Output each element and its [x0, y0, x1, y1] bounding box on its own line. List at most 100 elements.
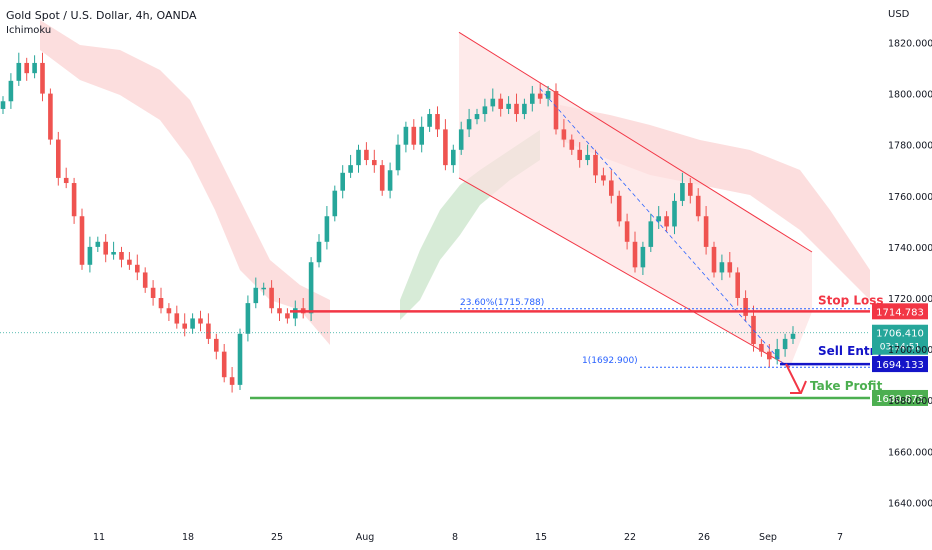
candle [609, 170, 614, 204]
candle-body [767, 351, 772, 360]
candle-body [245, 303, 251, 334]
candle [16, 52, 22, 86]
candle-body [150, 287, 156, 298]
candle [56, 131, 61, 186]
candle-body [158, 298, 164, 309]
candle-body [490, 98, 496, 107]
x-tick-label: 18 [182, 532, 194, 543]
candle [214, 333, 219, 360]
candle-body [609, 180, 614, 196]
candle [356, 144, 361, 173]
candle-body [482, 106, 488, 115]
candle [332, 185, 338, 222]
candle [237, 328, 243, 390]
x-tick-label: 26 [698, 532, 710, 543]
candle [616, 190, 622, 227]
candle [466, 108, 472, 138]
candle-body [419, 126, 424, 145]
candle-body [111, 252, 116, 255]
candle-body [537, 93, 543, 99]
candle-body [229, 377, 235, 385]
candle-body [593, 154, 598, 176]
candle-body [24, 62, 29, 74]
y-tick-label: 1740.000 [888, 243, 932, 254]
x-tick-label: 25 [271, 532, 283, 543]
candle-body [8, 80, 14, 102]
candle [695, 188, 701, 222]
candle-body [0, 101, 6, 109]
candle-body [443, 129, 448, 166]
candle [324, 206, 330, 250]
candle [166, 303, 172, 321]
y-tick-label: 1640.000 [888, 498, 932, 509]
current-price-text: 1706.410 [876, 329, 924, 340]
candle [403, 121, 409, 153]
candle [577, 142, 582, 168]
candle-body [585, 154, 590, 161]
candle [640, 241, 646, 276]
candle [395, 134, 401, 176]
candle [490, 88, 496, 112]
candle [585, 144, 590, 166]
take-profit-arrowhead [790, 380, 807, 394]
take-profit-tag [872, 389, 928, 406]
candle-body [48, 93, 53, 140]
fibonacci-levels: 23.60%(1715.788) 1(1692.900) [460, 88, 870, 368]
candle-body [308, 262, 314, 314]
candle-body [63, 177, 69, 184]
candle [656, 206, 661, 230]
candle [293, 300, 298, 327]
candle-body [182, 323, 187, 329]
candle-body [332, 190, 338, 217]
candle [269, 280, 274, 314]
candle [759, 338, 764, 357]
candle-body [269, 287, 274, 309]
candle-body [545, 91, 551, 99]
candle-body [648, 221, 654, 247]
candle-body [285, 313, 290, 319]
candle [514, 93, 519, 122]
candle-body [672, 200, 677, 227]
candle [530, 85, 535, 112]
candle [87, 236, 93, 273]
channel-lower-line [458, 177, 791, 368]
candle [174, 305, 180, 329]
x-tick-label: 8 [452, 532, 458, 543]
indicator-label[interactable]: Ichimoku [6, 25, 52, 36]
candle [387, 162, 393, 199]
candle [648, 213, 654, 253]
candle [182, 313, 187, 337]
candle-body [640, 246, 646, 268]
candle-body [688, 183, 693, 196]
channel-fill [459, 32, 812, 367]
descending-channel [458, 31, 813, 368]
candle [688, 177, 693, 204]
candle [24, 57, 29, 81]
candle-body [506, 103, 511, 109]
candle-body [348, 165, 353, 173]
candle-body [664, 216, 669, 227]
candle [40, 52, 45, 102]
candle-body [727, 262, 733, 273]
candle-body [364, 149, 369, 161]
candle [506, 96, 511, 115]
candle [119, 246, 124, 268]
candle [379, 160, 385, 196]
candle-body [411, 126, 417, 145]
fib-label: 1(1692.900) [582, 356, 638, 366]
current-price-tag [872, 324, 928, 355]
candle-body [530, 93, 535, 104]
candle [221, 343, 227, 383]
candle-body [87, 246, 93, 265]
candle-body [632, 241, 638, 268]
x-tick-label: 15 [535, 532, 547, 543]
candle-body [522, 103, 527, 115]
candle [253, 277, 259, 309]
x-tick-label: 11 [93, 532, 105, 543]
candle-body [616, 195, 622, 222]
candle [782, 333, 788, 357]
candle [703, 206, 709, 255]
candle [127, 252, 132, 270]
candle [735, 267, 740, 306]
